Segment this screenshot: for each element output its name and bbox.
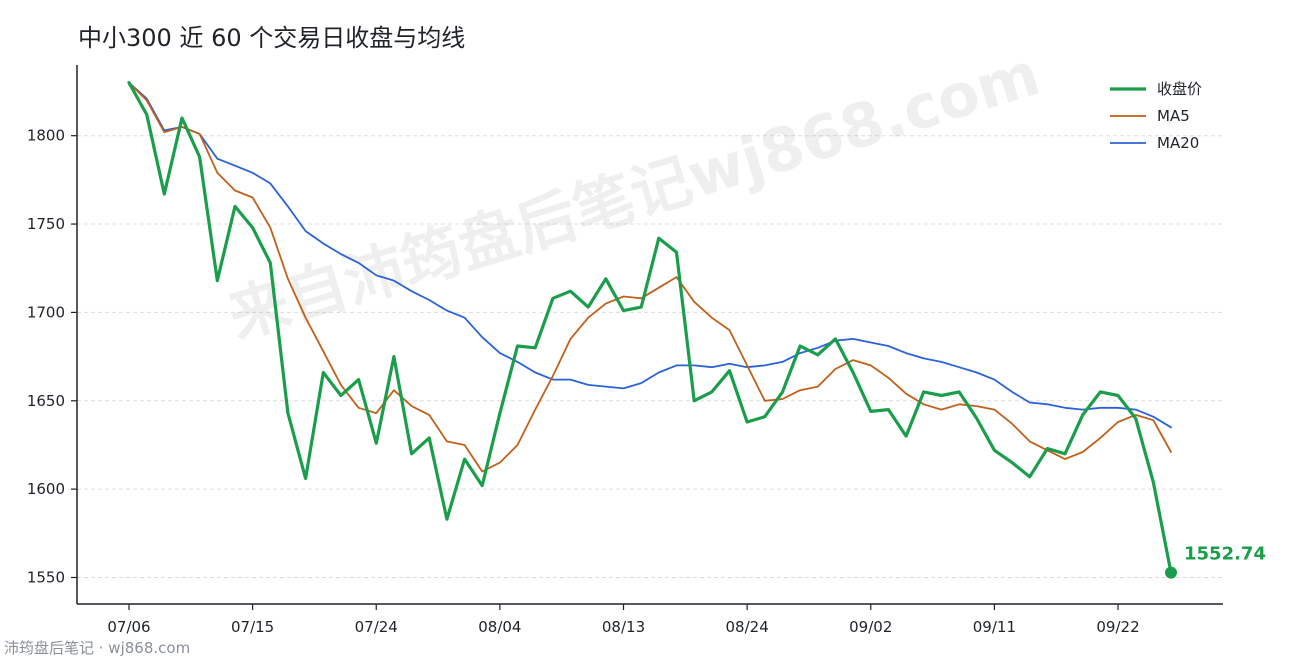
legend: 收盘价 MA5 MA20 [1110,80,1202,152]
legend-label-close: 收盘价 [1157,80,1202,98]
legend-label-ma5: MA5 [1157,107,1190,125]
series-lines [127,81,1173,575]
last-close-label: 1552.74 [1184,544,1266,565]
chart-title: 中小300 近 60 个交易日收盘与均线 [78,24,466,52]
x-tick-label: 08/24 [726,618,769,636]
y-tick-label: 1800 [27,127,65,145]
axes: 1550 1600 1650 1700 1750 1800 07/06 07/15 07/24 0… [27,65,1223,636]
x-tick-label: 07/24 [355,618,398,636]
close-price-line [127,81,1173,575]
ma20-line [128,81,1172,429]
y-tick-label: 1600 [27,480,65,498]
x-tick-label: 09/22 [1096,618,1139,636]
x-tick-label: 07/15 [231,618,274,636]
last-close-marker [1165,566,1177,579]
legend-label-ma20: MA20 [1157,134,1199,152]
footer-credit: 沛筠盘后笔记 · wj868.com [4,639,191,657]
y-tick-label: 1750 [27,215,65,233]
end-marker-group: 1552.74 [1165,544,1266,579]
x-tick-label: 09/11 [973,618,1016,636]
y-tick-label: 1700 [27,303,65,321]
x-tick-label: 09/02 [849,618,892,636]
x-tick-label: 08/04 [478,618,521,636]
watermark: 来自沛筠盘后笔记wj868.com [221,39,1048,353]
x-tick-label: 08/13 [602,618,645,636]
x-tick-label: 07/06 [107,618,150,636]
ma5-line [128,81,1172,473]
y-tick-label: 1650 [27,392,65,410]
y-tick-label: 1550 [27,568,65,586]
